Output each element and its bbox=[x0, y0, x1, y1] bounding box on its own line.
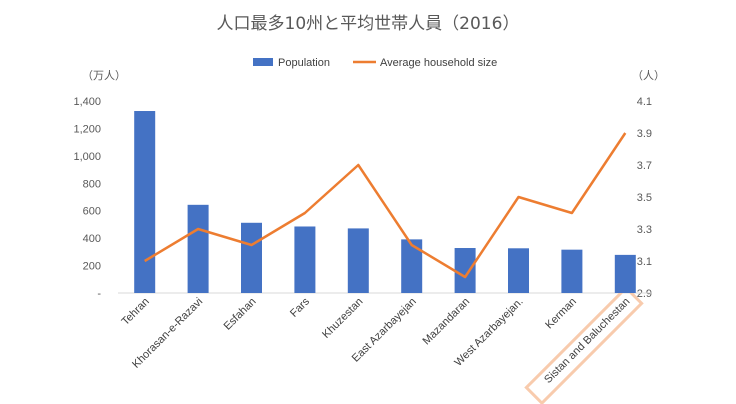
legend-label-household: Average household size bbox=[380, 57, 497, 69]
right-tick-label: 4.1 bbox=[637, 96, 652, 108]
legend: Population Average household size bbox=[253, 57, 497, 69]
category-label: Tehran bbox=[120, 296, 152, 328]
right-tick-label: 3.7 bbox=[637, 160, 652, 172]
right-tick-label: 3.1 bbox=[637, 256, 652, 268]
right-tick-label: 3.5 bbox=[637, 192, 652, 204]
chart-title: 人口最多10州と平均世帯人員（2016） bbox=[217, 14, 520, 34]
population-bar bbox=[134, 111, 156, 293]
highlight-box bbox=[524, 285, 644, 404]
right-tick-label: 3.9 bbox=[637, 128, 652, 140]
highlight-layer bbox=[524, 285, 644, 404]
right-axis-ticks: 2.9 3.1 3.3 3.5 3.7 3.9 4.1 bbox=[637, 96, 652, 300]
population-bar bbox=[454, 248, 476, 293]
population-bars bbox=[134, 111, 636, 293]
population-bar bbox=[508, 248, 529, 293]
left-tick-label: - bbox=[97, 288, 101, 300]
population-bar bbox=[241, 222, 262, 293]
population-bar bbox=[294, 226, 316, 293]
left-axis-ticks: - 200 400 600 800 1,000 1,200 1,400 bbox=[73, 96, 101, 300]
household-size-line bbox=[144, 132, 627, 279]
left-tick-label: 1,200 bbox=[73, 123, 101, 135]
category-label: Esfahan bbox=[222, 296, 259, 333]
left-tick-label: 1,400 bbox=[73, 96, 101, 108]
highlight-box-group bbox=[524, 285, 644, 404]
category-label: Mazandaran bbox=[420, 296, 472, 348]
left-tick-label: 400 bbox=[83, 233, 101, 245]
left-tick-label: 600 bbox=[83, 206, 101, 218]
category-label: Kerman bbox=[543, 296, 579, 332]
population-bar bbox=[614, 254, 636, 293]
household-line-layer bbox=[144, 132, 627, 279]
population-bar bbox=[561, 249, 583, 293]
population-bar bbox=[187, 204, 209, 293]
left-axis-unit: （万人） bbox=[82, 69, 126, 82]
right-tick-label: 2.9 bbox=[637, 288, 652, 300]
legend-label-population: Population bbox=[278, 57, 330, 69]
legend-swatch-population bbox=[253, 58, 273, 66]
left-tick-label: 800 bbox=[83, 178, 101, 190]
right-axis-unit: （人） bbox=[632, 69, 665, 82]
left-tick-label: 1,000 bbox=[73, 151, 101, 163]
population-bar bbox=[401, 239, 423, 293]
left-tick-label: 200 bbox=[83, 261, 101, 273]
category-label: Khuzestan bbox=[320, 296, 365, 341]
right-tick-label: 3.3 bbox=[637, 224, 652, 236]
category-label: Fars bbox=[288, 295, 312, 319]
population-bar bbox=[347, 228, 369, 293]
